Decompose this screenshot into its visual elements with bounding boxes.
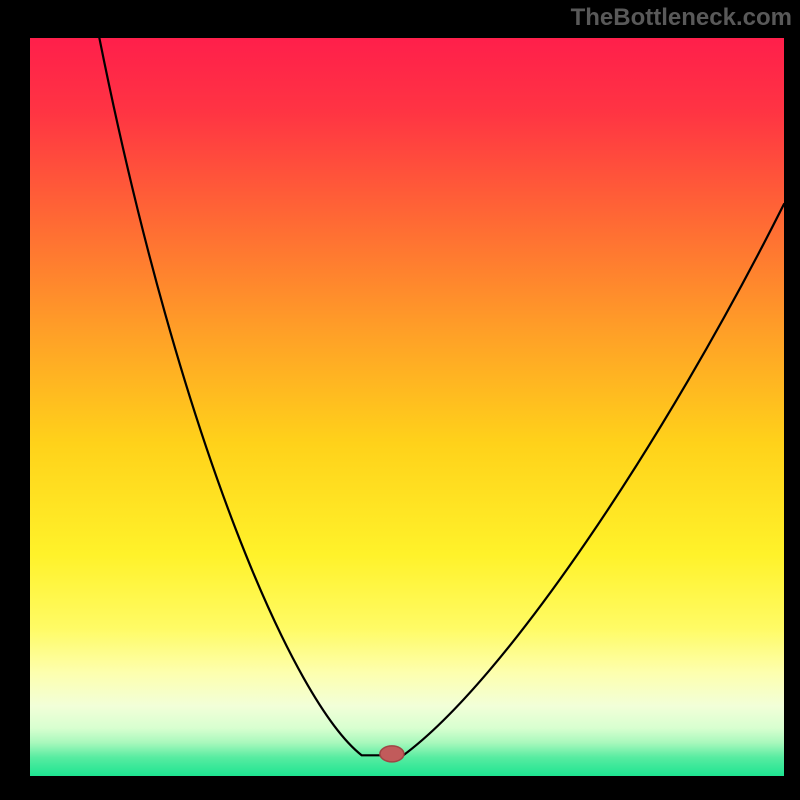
watermark-text: TheBottleneck.com xyxy=(571,4,792,32)
chart-container: TheBottleneck.com xyxy=(0,0,800,800)
optimal-point-marker xyxy=(380,746,404,762)
gradient-background xyxy=(30,38,784,776)
plot-area xyxy=(30,38,784,776)
bottleneck-chart xyxy=(30,38,784,776)
